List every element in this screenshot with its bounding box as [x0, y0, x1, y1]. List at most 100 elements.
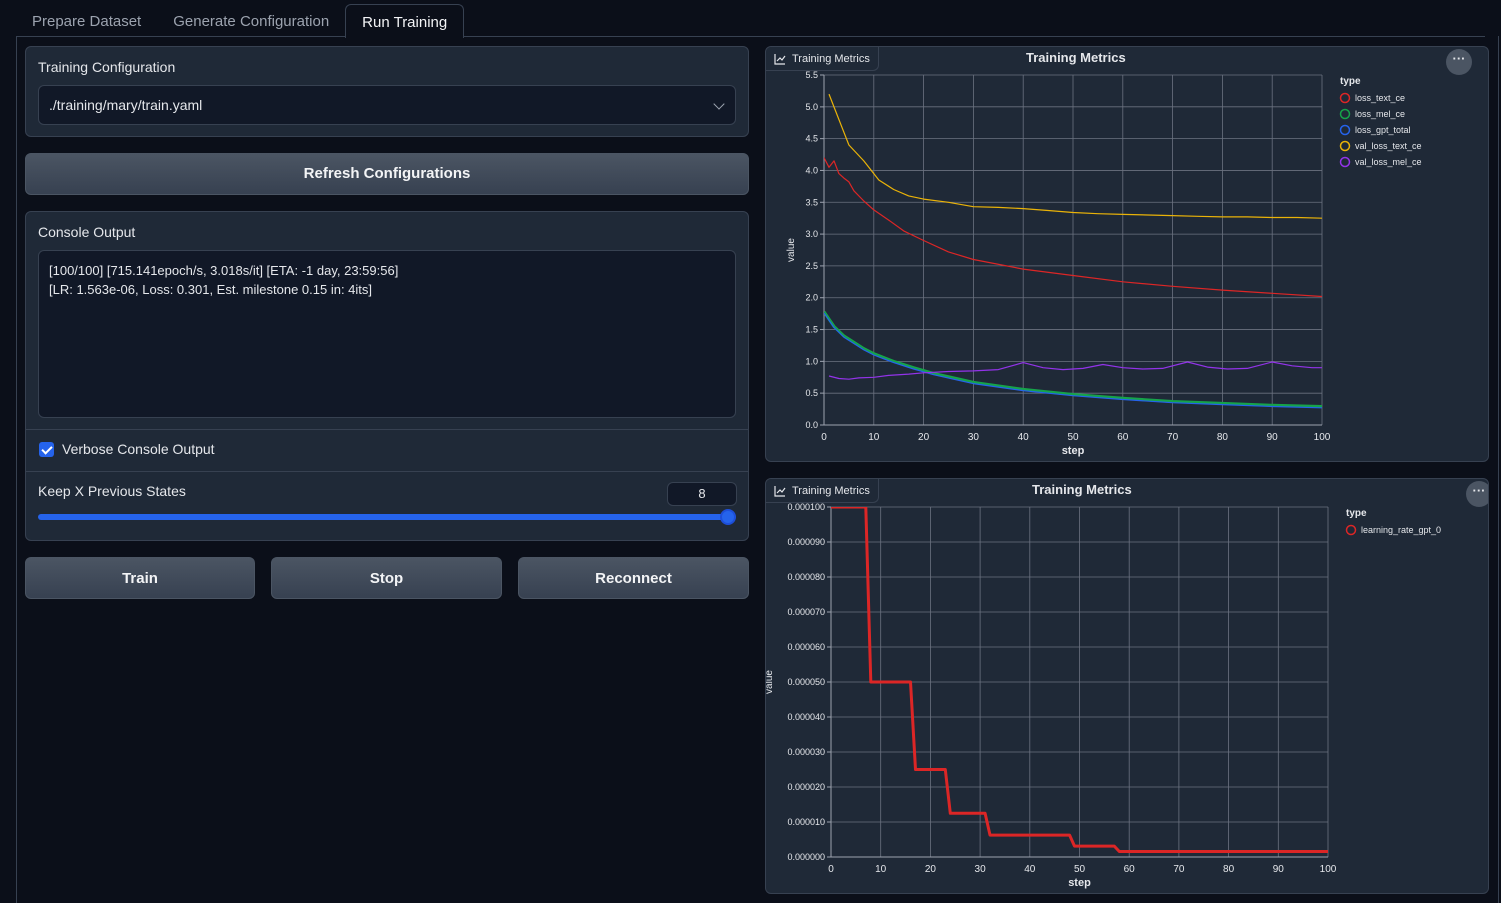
chart-1-x-tick-label: 70: [1167, 432, 1179, 443]
chart-2-y-tick-label: 0.000010: [787, 817, 825, 827]
training-metrics-chart-panel-2: Training Metrics Training Metrics ··· 0 1…: [765, 478, 1489, 894]
chart-2-legend-label: learning_rate_gpt_0: [1361, 525, 1441, 535]
chart-1-label: Training Metrics: [766, 47, 879, 71]
keep-states-label: Keep X Previous States: [38, 483, 186, 499]
chart-1-y-tick-label: 5.0: [805, 102, 818, 112]
chart-1-legend-label: loss_mel_ce: [1355, 109, 1405, 119]
chart-1-legend-marker: [1339, 156, 1351, 168]
chart-2-x-tick-label: 70: [1173, 864, 1185, 875]
console-divider-2: [26, 471, 748, 472]
chart-2-legend-marker: [1345, 524, 1357, 536]
chart-1-y-axis-label: value: [786, 238, 797, 262]
chart-1-legend-label: loss_text_ce: [1355, 93, 1405, 103]
chart-2-x-tick-label: 10: [875, 864, 887, 875]
keep-states-slider-thumb[interactable]: [720, 509, 736, 525]
chart-1-legend-marker: [1339, 92, 1351, 104]
chart-2-x-tick-label: 90: [1273, 864, 1285, 875]
chart-icon: [774, 486, 786, 497]
keep-states-slider-track[interactable]: [38, 514, 736, 520]
chart-2-x-tick-label: 20: [925, 864, 937, 875]
chart-2-y-tick-label: 0.000080: [787, 572, 825, 582]
chart-1-y-tick-label: 3.0: [805, 229, 818, 239]
chart-1-title: Training Metrics: [1026, 50, 1126, 65]
refresh-configurations-button[interactable]: Refresh Configurations: [25, 153, 749, 195]
stop-button[interactable]: Stop: [271, 557, 502, 599]
chart-1-series-loss_mel_ce: [824, 310, 1322, 408]
console-output-textarea[interactable]: [100/100] [715.141epoch/s, 3.018s/it] [E…: [38, 250, 736, 418]
tab-prepare-dataset[interactable]: Prepare Dataset: [32, 13, 142, 30]
chart-1-x-tick-label: 50: [1067, 432, 1079, 443]
chart-2-y-tick-label: 0.000050: [787, 677, 825, 687]
console-line-1: [100/100] [715.141epoch/s, 3.018s/it] [E…: [49, 263, 399, 278]
chart-1-y-tick-label: 0.0: [805, 420, 818, 430]
chart-2-svg: 0 10 20 30 40 50 60 70 80 90 100 0.000000 0.000010 0.…: [766, 502, 1441, 889]
frame-border-left: [16, 36, 17, 903]
chart-2-y-tick-label: 0.000020: [787, 782, 825, 792]
chart-2-x-tick-label: 40: [1024, 864, 1036, 875]
verbose-checkbox[interactable]: [39, 442, 54, 457]
chart-1-x-tick-label: 100: [1314, 432, 1331, 443]
chart-1-x-tick-label: 60: [1117, 432, 1129, 443]
chart-2-y-tick-label: 0.000090: [787, 537, 825, 547]
tab-generate-configuration[interactable]: Generate Configuration: [173, 13, 330, 30]
chart-2-x-tick-label: 30: [975, 864, 987, 875]
chart-1-legend-marker: [1339, 108, 1351, 120]
frame-border-right: [1498, 36, 1499, 903]
chart-1-more-button[interactable]: ···: [1446, 49, 1472, 75]
chart-2-y-tick-label: 0.000100: [787, 502, 825, 512]
training-config-dropdown[interactable]: ./training/mary/train.yaml: [38, 85, 736, 125]
chart-1-y-tick-label: 0.5: [805, 388, 818, 398]
tab-bar: Prepare Dataset Generate Configuration R…: [16, 4, 465, 38]
training-config-panel: Training Configuration ./training/mary/t…: [25, 46, 749, 137]
chart-1-series-loss_gpt_total: [824, 312, 1322, 409]
chart-1-y-tick-label: 4.0: [805, 165, 818, 175]
chart-1-series-val_loss_mel_ce: [828, 361, 1322, 380]
console-divider-1: [26, 429, 748, 430]
verbose-label: Verbose Console Output: [62, 441, 215, 457]
train-button[interactable]: Train: [25, 557, 255, 599]
chart-2-y-tick-label: 0.000040: [787, 712, 825, 722]
chart-2-x-tick-label: 100: [1320, 864, 1337, 875]
training-config-value: ./training/mary/train.yaml: [49, 97, 203, 113]
chart-1-x-tick-label: 80: [1217, 432, 1229, 443]
chart-1-y-tick-label: 1.0: [805, 356, 818, 366]
reconnect-button[interactable]: Reconnect: [518, 557, 749, 599]
chart-1-x-axis-label: step: [1062, 445, 1085, 457]
chart-2-y-tick-label: 0.000030: [787, 747, 825, 757]
chart-1-legend-marker: [1339, 140, 1351, 152]
chart-1-y-tick-label: 5.5: [805, 70, 818, 80]
chart-2-y-tick-label: 0.000000: [787, 852, 825, 862]
chart-2-y-tick-label: 0.000060: [787, 642, 825, 652]
chart-1-legend-title: type: [1340, 76, 1361, 87]
console-panel: Console Output [100/100] [715.141epoch/s…: [25, 211, 749, 541]
console-output-label: Console Output: [38, 224, 136, 240]
chart-2-more-button[interactable]: ···: [1466, 481, 1488, 507]
chart-1-legend-label: val_loss_text_ce: [1355, 141, 1422, 151]
chart-1-x-tick-label: 0: [821, 432, 827, 443]
chart-2-x-tick-label: 80: [1223, 864, 1235, 875]
chart-1-legend-marker: [1339, 124, 1351, 136]
chart-1-y-tick-label: 2.0: [805, 293, 818, 303]
chart-2-title: Training Metrics: [1032, 482, 1132, 497]
chart-1-y-tick-label: 4.5: [805, 134, 818, 144]
chart-1-y-tick-label: 3.5: [805, 197, 818, 207]
chart-2-label: Training Metrics: [766, 479, 879, 503]
tab-divider: [16, 36, 1485, 37]
keep-states-number-input[interactable]: 8: [667, 482, 737, 506]
chart-1-y-tick-label: 1.5: [805, 325, 818, 335]
chart-2-y-tick-label: 0.000070: [787, 607, 825, 617]
chart-1-series-val_loss_text_ce: [828, 93, 1322, 219]
chart-2-x-tick-label: 60: [1124, 864, 1136, 875]
chart-2-y-axis-label: value: [766, 670, 775, 694]
chevron-down-icon: [713, 98, 725, 110]
chart-1-x-tick-label: 40: [1018, 432, 1030, 443]
chart-2-series-learning_rate_gpt_0: [831, 507, 1328, 853]
tab-run-training[interactable]: Run Training: [345, 4, 465, 38]
chart-1-x-tick-label: 10: [868, 432, 880, 443]
chart-icon: [774, 54, 786, 65]
chart-2-label-text: Training Metrics: [792, 485, 870, 497]
chart-2-x-axis-label: step: [1068, 877, 1091, 889]
training-config-label: Training Configuration: [38, 59, 176, 75]
chart-1-series-loss_text_ce: [824, 157, 1322, 298]
training-metrics-chart-panel-1: Training Metrics Training Metrics ··· 0 1…: [765, 46, 1489, 462]
